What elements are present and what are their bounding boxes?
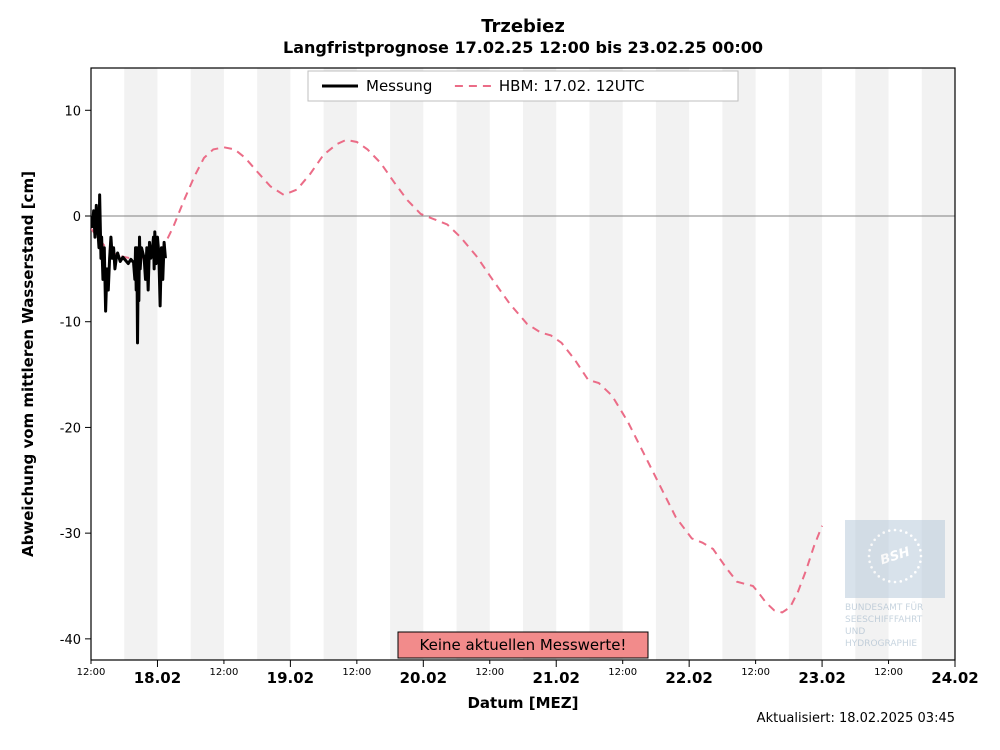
x-minor-tick-label: 12:00 xyxy=(342,667,371,678)
legend-label: Messung xyxy=(366,77,432,95)
logo-caption: UND xyxy=(845,627,865,637)
x-minor-tick-label: 12:00 xyxy=(77,667,106,678)
x-minor-tick-label: 12:00 xyxy=(475,667,504,678)
updated-timestamp: Aktualisiert: 18.02.2025 03:45 xyxy=(757,711,955,726)
x-axis-label: Datum [MEZ] xyxy=(467,694,578,712)
y-tick-label: 0 xyxy=(73,210,81,225)
x-minor-tick-label: 12:00 xyxy=(608,667,637,678)
x-major-tick-label: 20.02 xyxy=(400,669,447,687)
x-major-tick-label: 23.02 xyxy=(798,669,845,687)
logo-caption: BUNDESAMT FÜR xyxy=(845,602,923,613)
y-axis-label: Abweichung vom mittleren Wasserstand [cm… xyxy=(19,171,37,557)
logo-caption: HYDROGRAPHIE xyxy=(845,639,917,649)
chart-subtitle: Langfristprognose 17.02.25 12:00 bis 23.… xyxy=(283,38,763,57)
y-tick-label: -30 xyxy=(60,527,81,542)
y-tick-label: 10 xyxy=(64,104,81,119)
y-tick-label: -20 xyxy=(60,421,81,436)
y-tick-label: -40 xyxy=(60,633,81,648)
x-minor-tick-label: 12:00 xyxy=(210,667,239,678)
x-minor-tick-label: 12:00 xyxy=(741,667,770,678)
x-major-tick-label: 24.02 xyxy=(931,669,978,687)
y-tick-label: -10 xyxy=(60,316,81,331)
chart-title: Trzebiez xyxy=(481,16,565,37)
x-major-tick-label: 22.02 xyxy=(665,669,712,687)
logo-caption: SEESCHIFFFAHRT xyxy=(845,615,923,625)
x-minor-tick-label: 12:00 xyxy=(874,667,903,678)
warning-text: Keine aktuellen Messwerte! xyxy=(420,636,627,654)
x-major-tick-label: 18.02 xyxy=(134,669,181,687)
x-major-tick-label: 19.02 xyxy=(267,669,314,687)
x-major-tick-label: 21.02 xyxy=(533,669,580,687)
water-level-chart: -40 -30 -20 -10 0 10 18.02 19.02 20.02 21.02 22.02… xyxy=(0,0,1000,750)
legend-label: HBM: 17.02. 12UTC xyxy=(499,77,645,95)
